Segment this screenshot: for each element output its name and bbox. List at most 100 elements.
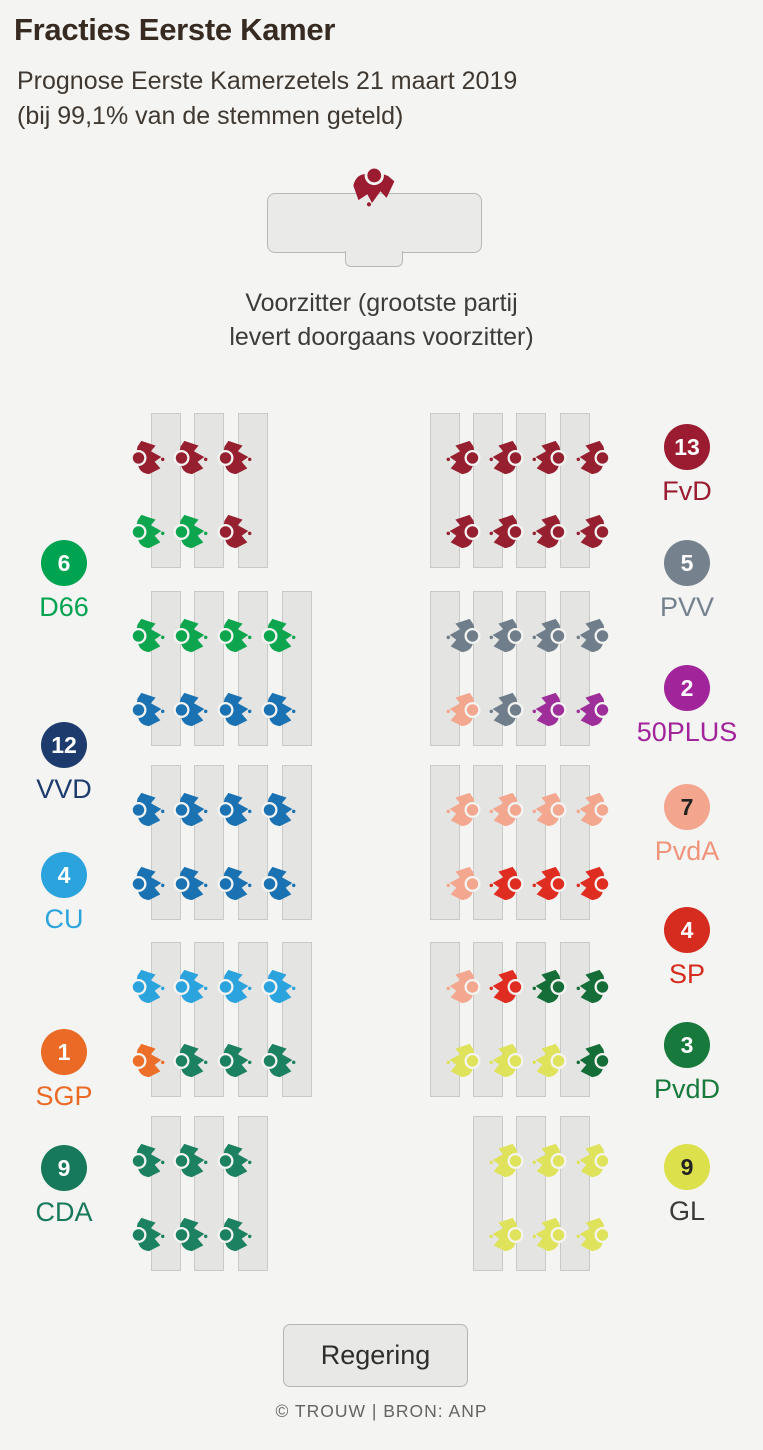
seat-VVD [172,690,210,728]
person-at-desk-icon [532,866,567,901]
person-at-desk-icon [532,1217,567,1252]
seat-CDA [172,1215,210,1253]
person-at-desk-icon [489,440,524,475]
person-at-desk-icon [576,514,611,549]
seat-count-badge-VVD: 12 [41,722,87,768]
desk [282,765,312,920]
seat-PvdA [574,790,612,828]
person-at-desk-icon [576,969,611,1004]
seat-GL [487,1141,525,1179]
person-at-desk-icon [576,792,611,827]
person-at-desk-icon [130,618,165,653]
subtitle-line-2: (bij 99,1% van de stemmen geteld) [17,102,404,130]
seat-PvdD [574,967,612,1005]
seat-FvD [574,512,612,550]
person-at-desk-icon [446,792,481,827]
person-at-desk-icon [173,692,208,727]
person-at-desk-icon [446,618,481,653]
person-at-desk-icon [217,1217,252,1252]
person-at-desk-icon [576,1143,611,1178]
person-at-desk-icon [130,1143,165,1178]
seat-GL [530,1215,568,1253]
seat-VVD [260,690,298,728]
person-at-desk-icon [489,618,524,653]
person-at-desk-icon [217,792,252,827]
seat-FvD [172,438,210,476]
person-at-desk-icon [261,792,296,827]
person-at-desk-icon [576,1043,611,1078]
party-label-CU: CU [44,904,84,934]
seat-count-badge-PvdA: 7 [664,784,710,830]
person-at-desk-icon [489,1143,524,1178]
page-title: Fracties Eerste Kamer [14,12,336,47]
seat-VVD [260,790,298,828]
voorzitter-caption-line-1: Voorzitter (grootste partij [245,289,518,317]
person-at-desk-icon [489,969,524,1004]
seat-D66 [260,616,298,654]
person-at-desk-icon [130,969,165,1004]
seat-D66 [129,616,167,654]
seat-PVV [487,616,525,654]
person-at-desk-icon [173,1217,208,1252]
party-label-PvdD: PvdD [653,1074,721,1104]
seat-SGP [129,1041,167,1079]
seat-GL [530,1041,568,1079]
person-at-desk-icon [532,514,567,549]
regering-button[interactable]: Regering [283,1324,468,1387]
person-at-desk-icon [576,1217,611,1252]
seat-count-badge-GL: 9 [664,1144,710,1190]
seat-GL [487,1215,525,1253]
seat-50PLUS [574,690,612,728]
seat-PVV [444,616,482,654]
desk [473,942,503,1097]
seat-GL [487,1041,525,1079]
seat-GL [530,1141,568,1179]
seat-PVV [487,690,525,728]
seat-D66 [172,512,210,550]
person-at-desk-icon [576,866,611,901]
seat-PvdA [487,790,525,828]
person-at-desk-icon [173,440,208,475]
seat-count-badge-FvD: 13 [664,424,710,470]
person-at-desk-icon [446,1043,481,1078]
seat-D66 [216,616,254,654]
person-at-desk-icon [576,692,611,727]
seat-PvdA [444,864,482,902]
seat-count-badge-CDA: 9 [41,1145,87,1191]
person-at-desk-icon [489,692,524,727]
seat-CU [172,967,210,1005]
seat-SP [487,967,525,1005]
person-at-desk-icon [446,969,481,1004]
seat-VVD [129,790,167,828]
seat-count-badge-PvdD: 3 [664,1022,710,1068]
seat-D66 [129,512,167,550]
subtitle-line-1: Prognose Eerste Kamerzetels 21 maart 201… [17,67,518,95]
seat-count-badge-SGP: 1 [41,1029,87,1075]
person-at-desk-icon [217,1043,252,1078]
seat-count-badge-SP: 4 [664,907,710,953]
seat-FvD [444,512,482,550]
seat-VVD [172,790,210,828]
person-at-desk-icon [489,1043,524,1078]
voorzitter-caption: Voorzitter (grootste partij levert doorg… [0,286,763,354]
seat-PvdA [444,790,482,828]
party-label-FvD: FvD [662,476,712,506]
person-at-desk-icon [489,792,524,827]
party-label-SGP: SGP [35,1081,93,1111]
person-at-desk-icon [261,1043,296,1078]
person-at-desk-icon [446,692,481,727]
desk [516,591,546,746]
party-label-VVD: VVD [36,774,92,804]
person-at-desk-icon [173,969,208,1004]
person-at-desk-icon [217,1143,252,1178]
party-label-CDA: CDA [35,1197,93,1227]
party-label-D66: D66 [39,592,89,622]
person-at-desk-icon [217,618,252,653]
seat-CDA [216,1041,254,1079]
person-at-desk-icon [446,514,481,549]
person-at-desk-icon [532,1143,567,1178]
seat-count-badge-D66: 6 [41,540,87,586]
seat-VVD [129,864,167,902]
party-label-GL: GL [668,1196,706,1226]
